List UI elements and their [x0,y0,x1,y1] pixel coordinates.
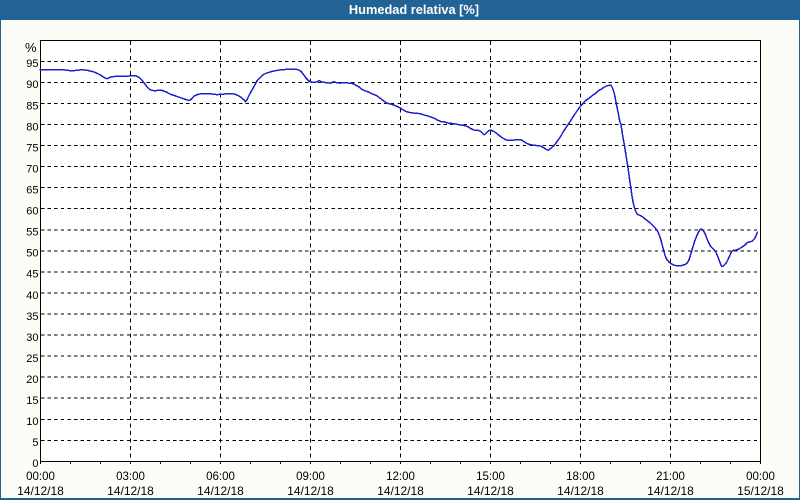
svg-text:30: 30 [26,332,38,344]
svg-text:18:00: 18:00 [566,471,595,483]
svg-text:03:00: 03:00 [116,471,145,483]
svg-text:12:00: 12:00 [386,471,415,483]
svg-text:14/12/18: 14/12/18 [107,484,154,498]
svg-text:75: 75 [26,142,38,154]
svg-text:95: 95 [26,58,38,70]
svg-text:14/12/18: 14/12/18 [17,484,64,498]
svg-text:00:00: 00:00 [746,471,775,483]
svg-text:14/12/18: 14/12/18 [377,484,424,498]
svg-text:65: 65 [26,185,38,197]
svg-text:50: 50 [26,248,38,260]
svg-text:14/12/18: 14/12/18 [557,484,604,498]
svg-text:40: 40 [26,290,38,302]
svg-text:09:00: 09:00 [296,471,325,483]
svg-text:%: % [25,40,37,55]
svg-text:14/12/18: 14/12/18 [287,484,334,498]
svg-text:14/12/18: 14/12/18 [197,484,244,498]
svg-text:0: 0 [32,458,38,470]
svg-text:00:00: 00:00 [26,471,55,483]
svg-text:25: 25 [26,353,38,365]
svg-text:15/12/18: 15/12/18 [737,484,784,498]
svg-text:90: 90 [26,79,38,91]
svg-text:20: 20 [26,374,38,386]
svg-text:14/12/18: 14/12/18 [647,484,694,498]
svg-text:70: 70 [26,163,38,175]
svg-text:5: 5 [32,437,38,449]
svg-text:15: 15 [26,395,38,407]
svg-text:60: 60 [26,206,38,218]
svg-text:06:00: 06:00 [206,471,235,483]
svg-text:80: 80 [26,121,38,133]
svg-text:55: 55 [26,227,38,239]
svg-text:15:00: 15:00 [476,471,505,483]
svg-text:85: 85 [26,100,38,112]
svg-text:21:00: 21:00 [656,471,685,483]
svg-text:10: 10 [26,416,38,428]
svg-text:14/12/18: 14/12/18 [467,484,514,498]
svg-text:35: 35 [26,311,38,323]
svg-text:45: 45 [26,269,38,281]
